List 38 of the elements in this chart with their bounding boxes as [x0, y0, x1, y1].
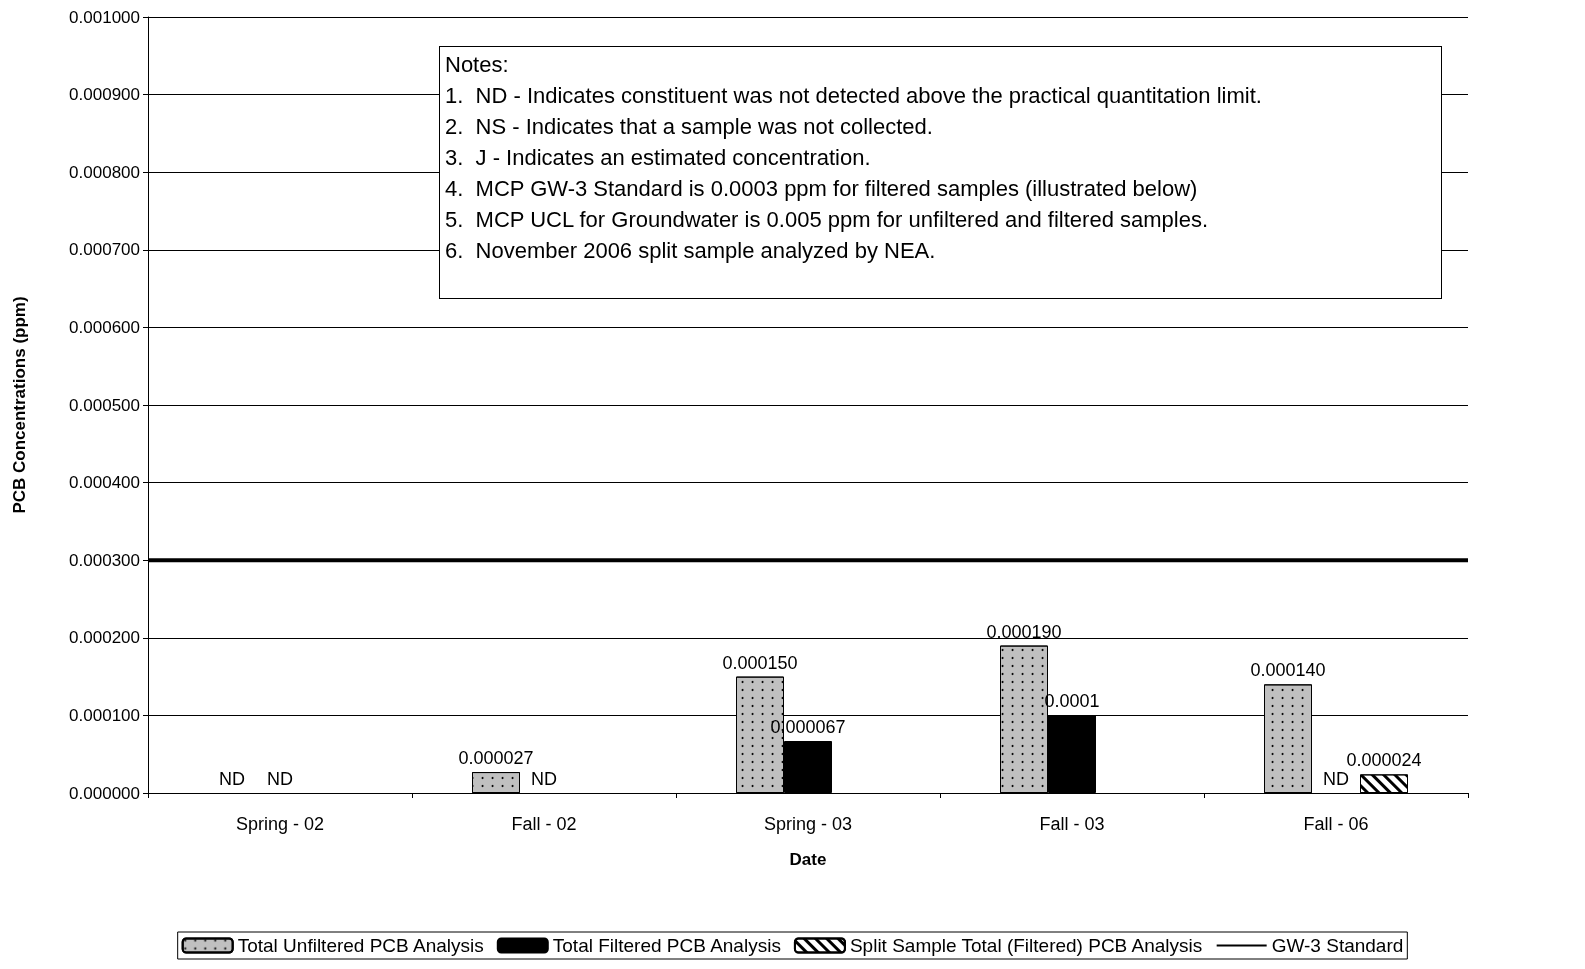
text: ND: [267, 768, 293, 789]
y-tick-label: 0.000800: [69, 162, 140, 182]
data-label: 0.000190: [986, 621, 1062, 642]
annotation: 2. NS - Indicates that a sample was not collected.: [445, 113, 934, 141]
annotation: 4. MCP GW-3 Standard is 0.0003 ppm for filtered samples (illustrated below): [445, 175, 1199, 203]
y-tick-label: 0.001000: [69, 7, 140, 27]
text: ND: [531, 768, 557, 789]
annotation: Notes:: [445, 51, 510, 79]
data-label: 0.000150: [722, 652, 798, 673]
x-axis-title: Date: [789, 850, 827, 869]
x-tick-label: Fall - 03: [1039, 814, 1105, 834]
legend-label: GW-3 Standard: [1271, 935, 1404, 956]
y-axis-title: PCB Concentrations (ppm): [10, 296, 29, 514]
legend-label: Total Filtered PCB Analysis: [552, 935, 781, 956]
legend-label: Total Unfiltered PCB Analysis: [237, 935, 484, 956]
annotation: 1. ND - Indicates constituent was not detected above the practical quantitation limit.: [445, 82, 1263, 110]
annotation: 6. November 2006 split sample analyzed by NEA.: [445, 237, 937, 265]
text: ND: [219, 768, 245, 789]
text: ND: [1323, 768, 1349, 789]
y-tick-label: 0.000000: [69, 783, 140, 803]
data-label: 0.000027: [458, 748, 534, 769]
x-tick-label: Spring - 03: [763, 814, 853, 834]
data-label: 0.000140: [1250, 660, 1326, 681]
y-tick-label: 0.000200: [69, 628, 140, 648]
data-label: 0.000024: [1346, 750, 1422, 771]
x-tick-label: Fall - 02: [511, 814, 577, 834]
y-tick-label: 0.000700: [69, 240, 140, 260]
x-tick-label: Spring - 02: [235, 814, 325, 834]
y-tick-label: 0.000900: [69, 85, 140, 105]
legend-label: Split Sample Total (Filtered) PCB Analysis: [849, 935, 1203, 956]
y-tick-label: 0.000600: [69, 317, 140, 337]
x-tick-label: Fall - 06: [1303, 814, 1369, 834]
y-tick-label: 0.000500: [69, 395, 140, 415]
y-tick-label: 0.000100: [69, 705, 140, 725]
y-tick-label: 0.000400: [69, 473, 140, 493]
annotation: 5. MCP UCL for Groundwater is 0.005 ppm for unfiltered and filtered samples.: [445, 206, 1210, 234]
y-tick-label: 0.000300: [69, 550, 140, 570]
annotation: 3. J - Indicates an estimated concentration.: [445, 144, 872, 172]
